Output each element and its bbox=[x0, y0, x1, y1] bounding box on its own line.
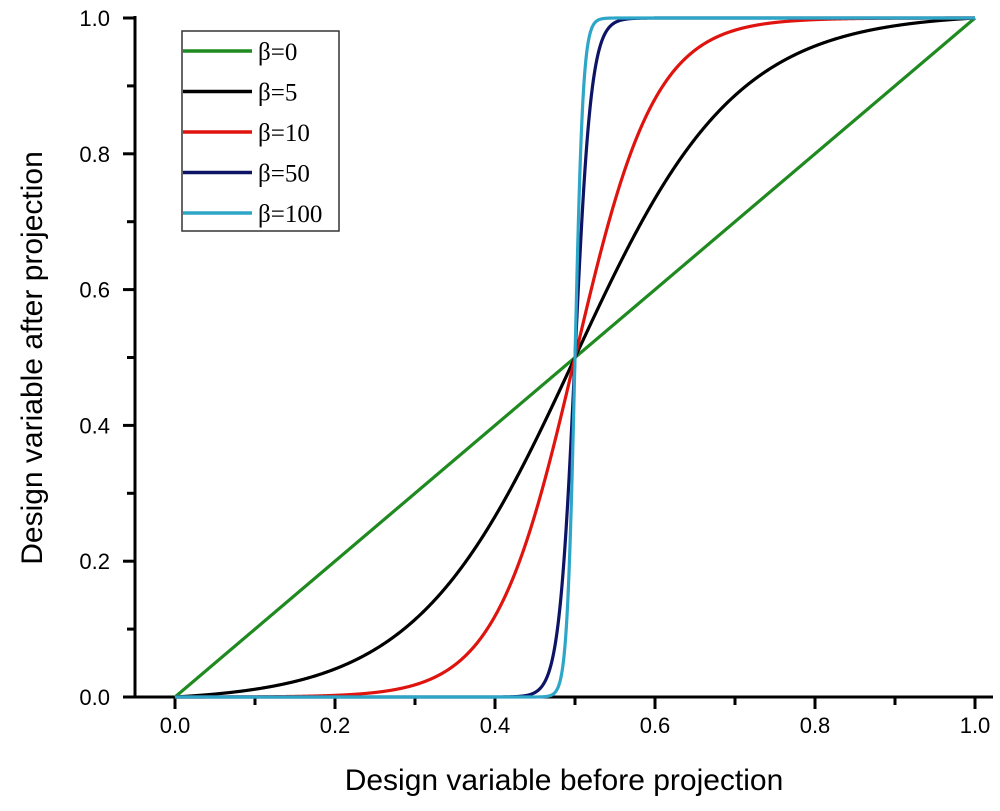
y-tick-label: 0.4 bbox=[79, 413, 110, 438]
x-tick-label: 0.6 bbox=[640, 713, 671, 738]
legend-label: β=5 bbox=[258, 80, 297, 107]
legend-label: β=100 bbox=[258, 201, 322, 228]
series-line-beta-100 bbox=[175, 16, 975, 699]
legend-label: β=50 bbox=[258, 161, 310, 188]
x-tick-label: 0.2 bbox=[320, 713, 351, 738]
x-tick-label: 0.4 bbox=[480, 713, 511, 738]
x-tick-label: 1.0 bbox=[960, 713, 991, 738]
y-tick-label: 0.0 bbox=[79, 685, 110, 710]
legend: β=0 β=5 β=10 β=50 β=100 bbox=[181, 30, 340, 232]
legend-label: β=10 bbox=[258, 120, 310, 147]
x-tick-label: 0.8 bbox=[800, 713, 831, 738]
axes: 0.0 0.2 0.4 0.6 0.8 1.0 0.0 0.2 0.4 0.6 0.8 1.0 bbox=[79, 6, 993, 738]
curves bbox=[173, 16, 977, 699]
y-tick-label: 1.0 bbox=[79, 6, 110, 31]
x-axis-label: Design variable before projection bbox=[345, 764, 784, 797]
y-tick-label: 0.8 bbox=[79, 142, 110, 167]
legend-label: β=0 bbox=[258, 39, 297, 66]
y-axis-label: Design variable after projection bbox=[16, 151, 49, 565]
x-tick-label: 0.0 bbox=[160, 713, 191, 738]
y-tick-label: 0.6 bbox=[79, 278, 110, 303]
y-tick-label: 0.2 bbox=[79, 549, 110, 574]
